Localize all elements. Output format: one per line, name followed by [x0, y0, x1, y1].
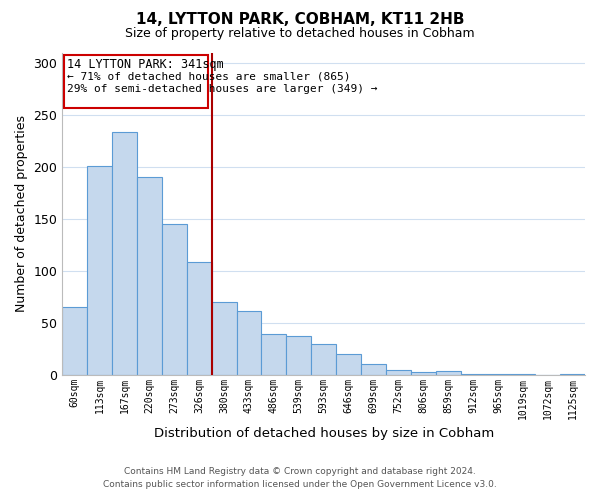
Bar: [361, 364, 386, 375]
Bar: [386, 370, 411, 375]
Bar: [62, 307, 87, 375]
Text: Contains HM Land Registry data © Crown copyright and database right 2024.
Contai: Contains HM Land Registry data © Crown c…: [103, 468, 497, 489]
Bar: [112, 132, 137, 375]
Bar: [411, 372, 436, 375]
Bar: [162, 224, 187, 375]
Bar: [87, 166, 112, 375]
X-axis label: Distribution of detached houses by size in Cobham: Distribution of detached houses by size …: [154, 427, 494, 440]
Text: Size of property relative to detached houses in Cobham: Size of property relative to detached ho…: [125, 28, 475, 40]
Y-axis label: Number of detached properties: Number of detached properties: [15, 115, 28, 312]
Bar: [137, 177, 162, 375]
Bar: [436, 370, 461, 375]
Bar: [187, 262, 212, 375]
Bar: [461, 374, 485, 375]
Text: 14, LYTTON PARK, COBHAM, KT11 2HB: 14, LYTTON PARK, COBHAM, KT11 2HB: [136, 12, 464, 28]
Bar: [236, 312, 262, 375]
Bar: [311, 344, 336, 375]
Bar: [64, 54, 208, 108]
Bar: [511, 374, 535, 375]
Bar: [286, 336, 311, 375]
Bar: [212, 302, 236, 375]
Text: ← 71% of detached houses are smaller (865): ← 71% of detached houses are smaller (86…: [67, 71, 351, 81]
Bar: [485, 374, 511, 375]
Bar: [336, 354, 361, 375]
Bar: [262, 334, 286, 375]
Text: 14 LYTTON PARK: 341sqm: 14 LYTTON PARK: 341sqm: [67, 58, 224, 70]
Bar: [560, 374, 585, 375]
Text: 29% of semi-detached houses are larger (349) →: 29% of semi-detached houses are larger (…: [67, 84, 378, 94]
